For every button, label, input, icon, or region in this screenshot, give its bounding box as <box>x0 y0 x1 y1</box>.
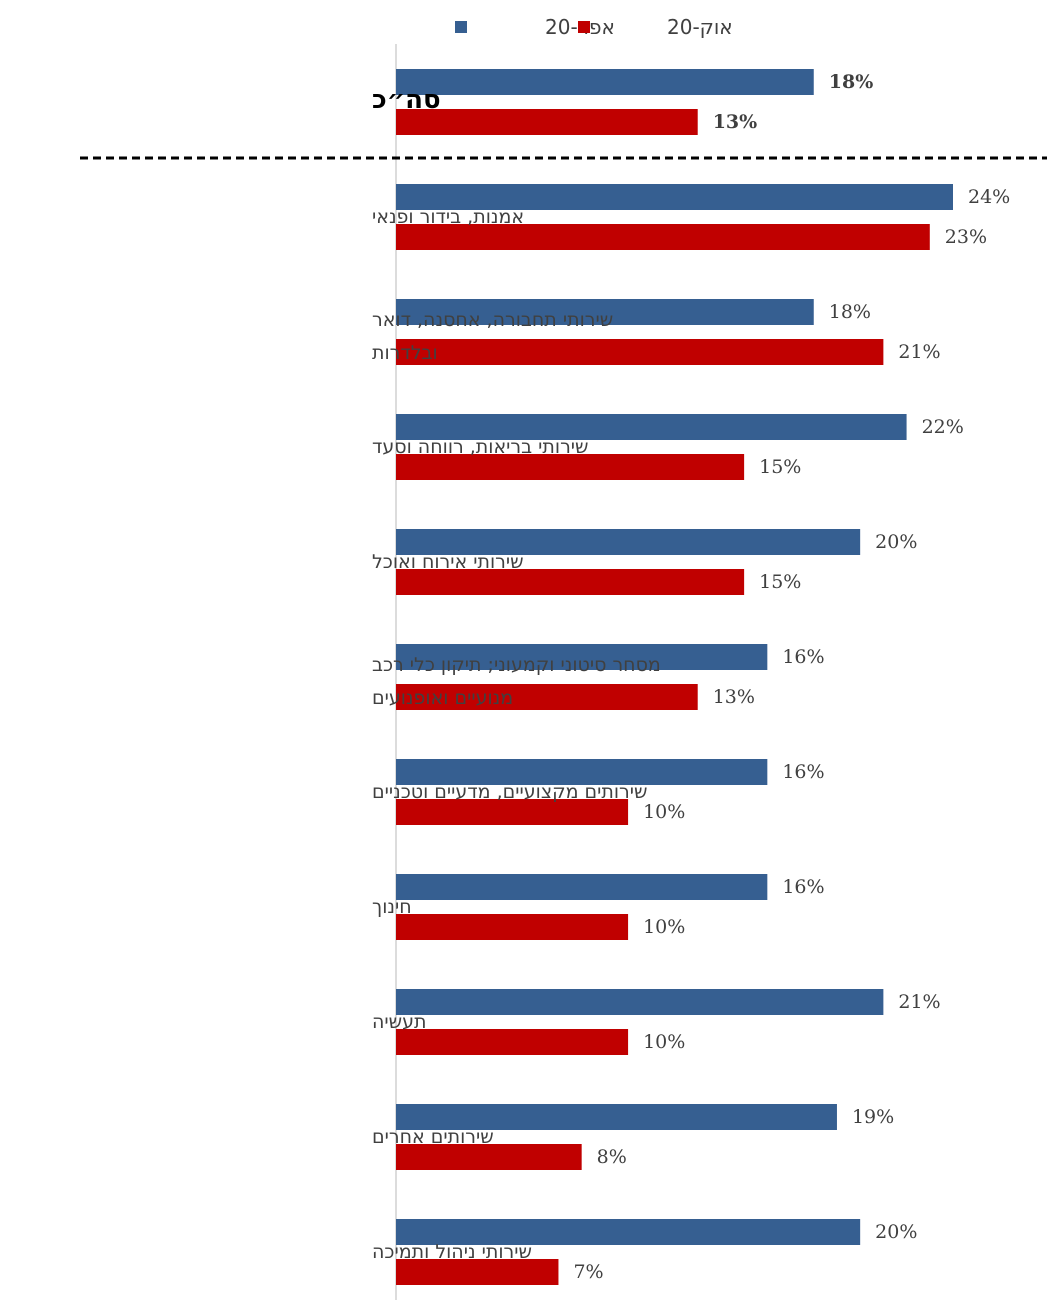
legend-swatch-apr <box>455 21 467 33</box>
category-labels: סה״כ אמנות, בידור ופנאי שירותי תחבורה, אחס… <box>372 85 661 1263</box>
data-label-oct-2: 21% <box>898 341 940 363</box>
legend-swatch-oct <box>578 21 590 33</box>
category-label-2-line-0: שירותי תחבורה, אחסנה, דואר <box>372 309 613 331</box>
data-label-oct-0: 13% <box>713 111 758 133</box>
bar-apr-0 <box>396 69 814 95</box>
category-label-6: שירותים מקצועיים, מדעיים וטכניים <box>372 781 647 803</box>
data-label-apr-10: 20% <box>875 1221 917 1243</box>
bar-oct-10 <box>396 1259 559 1285</box>
data-label-oct-3: 15% <box>759 456 801 478</box>
category-label-3: שירותי בריאות, רווחה וסעד <box>372 436 589 458</box>
category-label-1: אמנות, בידור ופנאי <box>372 206 524 228</box>
bar-oct-5 <box>396 684 698 710</box>
bar-apr-9 <box>396 1104 837 1130</box>
bar-apr-6 <box>396 759 768 785</box>
legend-label-oct: אוק-20 <box>667 15 733 39</box>
bar-oct-0 <box>396 109 698 135</box>
data-label-oct-10: 7% <box>573 1261 603 1283</box>
category-label-10: שירותי ניהול ותמיכה <box>372 1241 532 1263</box>
bar-apr-4 <box>396 529 861 555</box>
bar-apr-8 <box>396 989 884 1015</box>
bar-apr-5 <box>396 644 768 670</box>
data-label-oct-6: 10% <box>643 801 685 823</box>
bar-apr-10 <box>396 1219 861 1245</box>
data-label-oct-9: 8% <box>597 1146 627 1168</box>
bar-oct-3 <box>396 454 745 480</box>
bar-apr-7 <box>396 874 768 900</box>
category-label-2-line-1: ובלדרות <box>372 342 438 364</box>
category-label-4: שירותי אירוח ואוכל <box>372 551 524 573</box>
data-label-apr-5: 16% <box>782 646 824 668</box>
data-label-oct-7: 10% <box>643 916 685 938</box>
bar-oct-2 <box>396 339 884 365</box>
category-label-0: סה״כ <box>372 85 441 115</box>
category-label-5-line-1: מנועיים ואופנועים <box>372 687 513 709</box>
data-label-oct-5: 13% <box>713 686 755 708</box>
data-label-apr-7: 16% <box>782 876 824 898</box>
data-label-apr-2: 18% <box>829 301 871 323</box>
legend: אפר-20 אוק-20 <box>455 15 733 39</box>
data-label-apr-0: 18% <box>829 71 874 93</box>
data-label-oct-1: 23% <box>945 226 987 248</box>
data-label-oct-4: 15% <box>759 571 801 593</box>
bar-apr-1 <box>396 184 953 210</box>
data-label-apr-8: 21% <box>898 991 940 1013</box>
data-label-apr-3: 22% <box>922 416 964 438</box>
bar-oct-6 <box>396 799 629 825</box>
category-label-5-line-0: מסחר סיטוני וקמעוני; תיקון כלי רכב <box>372 654 661 676</box>
data-label-apr-1: 24% <box>968 186 1010 208</box>
bar-oct-4 <box>396 569 745 595</box>
category-label-9: שירותים אחרים <box>372 1126 494 1148</box>
data-label-apr-4: 20% <box>875 531 917 553</box>
category-label-7: חינוך <box>372 896 412 918</box>
bar-apr-3 <box>396 414 907 440</box>
bar-oct-1 <box>396 224 930 250</box>
data-label-apr-6: 16% <box>782 761 824 783</box>
bar-oct-7 <box>396 914 629 940</box>
data-label-oct-8: 10% <box>643 1031 685 1053</box>
bar-oct-8 <box>396 1029 629 1055</box>
bars: 18% 24% 18% 22% 20% 16% 16% 16% 21% 19% 20% 13% 23% 2… <box>396 69 1010 1285</box>
bar-apr-2 <box>396 299 814 325</box>
category-label-8: תעשיה <box>372 1011 427 1033</box>
data-label-apr-9: 19% <box>852 1106 894 1128</box>
bar-oct-9 <box>396 1144 582 1170</box>
